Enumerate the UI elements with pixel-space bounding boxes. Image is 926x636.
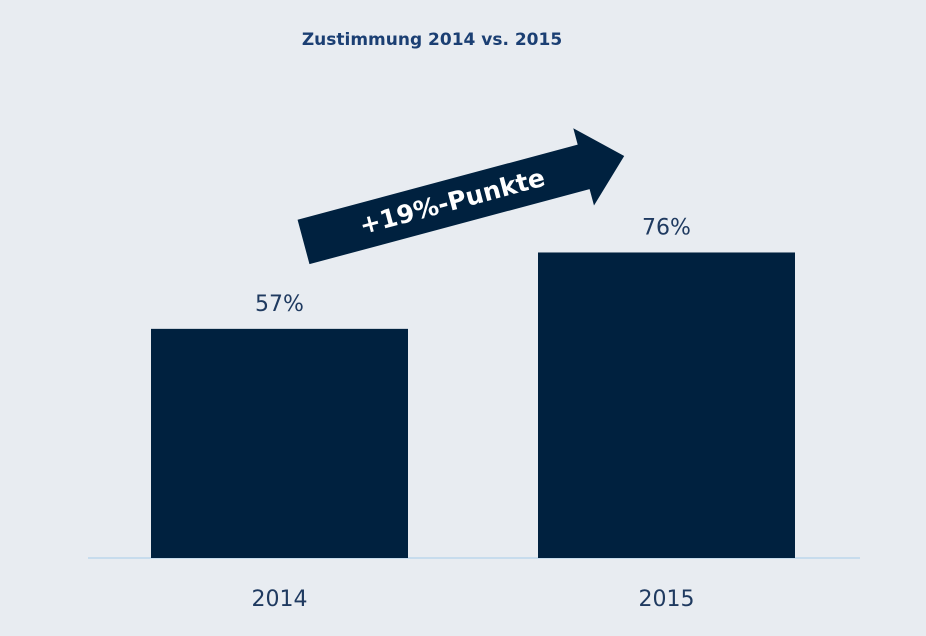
x-tick-label: 2015 xyxy=(639,587,695,612)
chart-title: Zustimmung 2014 vs. 2015 xyxy=(302,30,562,50)
bar xyxy=(151,328,408,558)
value-label: 76% xyxy=(642,215,691,240)
value-label: 57% xyxy=(255,292,304,317)
x-tick-label: 2014 xyxy=(252,587,308,612)
bar xyxy=(538,252,795,559)
arrow-shape xyxy=(297,128,625,265)
